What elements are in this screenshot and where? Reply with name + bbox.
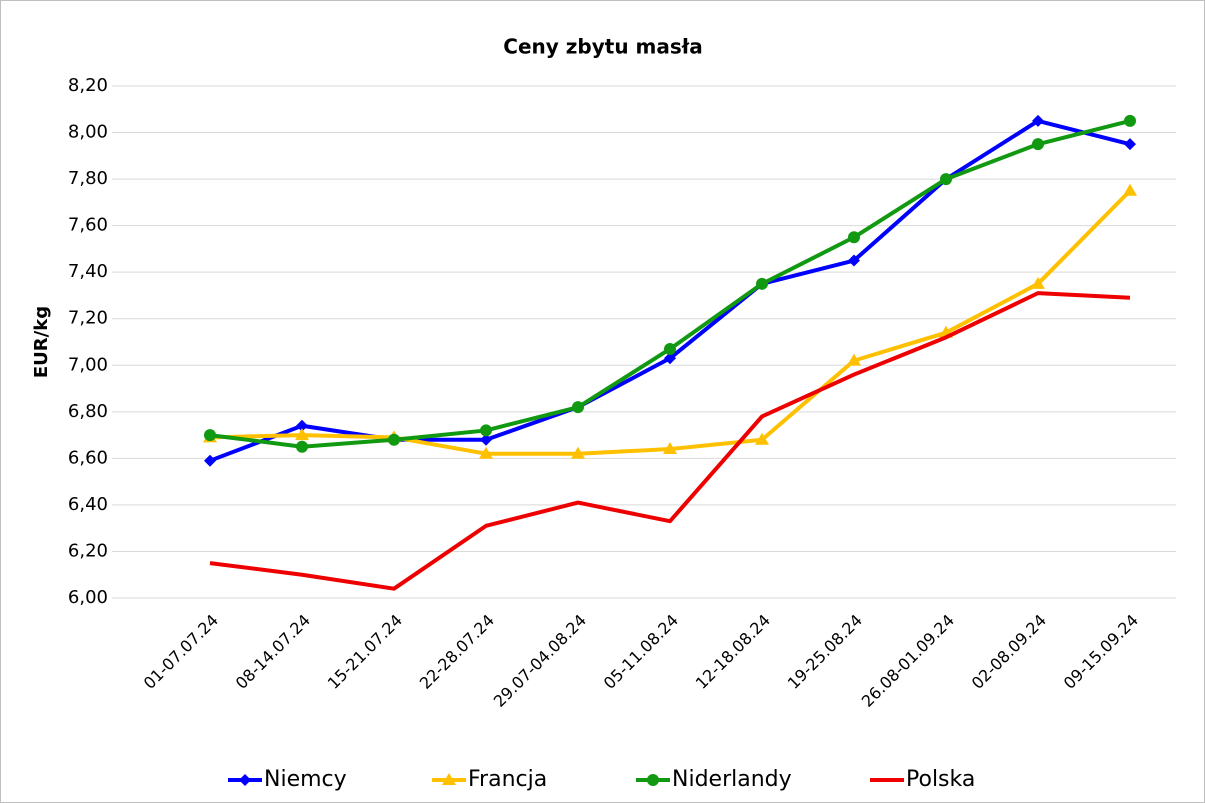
y-tick-label: 6,80 bbox=[68, 401, 108, 422]
legend-label: Francja bbox=[468, 767, 547, 792]
data-point bbox=[1123, 183, 1137, 196]
data-point bbox=[571, 446, 585, 459]
legend-marker bbox=[647, 774, 659, 786]
y-axis-label: EUR/kg bbox=[31, 306, 52, 378]
y-tick-label: 8,00 bbox=[68, 122, 108, 143]
y-tick-label: 6,00 bbox=[68, 587, 108, 608]
data-point bbox=[479, 446, 493, 459]
legend-label: Niemcy bbox=[264, 767, 347, 792]
data-point bbox=[295, 428, 309, 441]
legend-marker bbox=[442, 773, 456, 785]
y-tick-label: 6,60 bbox=[68, 447, 108, 468]
y-tick-label: 7,60 bbox=[68, 215, 108, 236]
data-point bbox=[480, 424, 492, 437]
data-point bbox=[940, 173, 952, 186]
chart-title: Ceny zbytu masła bbox=[503, 35, 702, 59]
data-point bbox=[204, 429, 216, 442]
data-point bbox=[296, 419, 308, 432]
y-tick-label: 6,40 bbox=[68, 494, 108, 515]
series-line bbox=[209, 291, 1131, 591]
data-point bbox=[572, 401, 584, 414]
data-point bbox=[388, 433, 400, 446]
data-point bbox=[204, 454, 216, 467]
data-point bbox=[1124, 114, 1136, 127]
y-tick-label: 6,20 bbox=[68, 540, 108, 561]
data-point bbox=[664, 352, 676, 365]
data-point bbox=[1124, 138, 1136, 151]
data-point bbox=[847, 353, 861, 366]
data-point bbox=[848, 231, 860, 244]
y-tick-label: 7,40 bbox=[68, 261, 108, 282]
data-point bbox=[663, 442, 677, 455]
data-point bbox=[664, 342, 676, 355]
data-point bbox=[756, 277, 768, 290]
data-point bbox=[755, 432, 769, 445]
data-point bbox=[480, 433, 492, 446]
legend-label: Polska bbox=[906, 767, 975, 792]
legend-marker bbox=[239, 774, 251, 786]
y-tick-label: 8,20 bbox=[68, 75, 108, 96]
y-tick-label: 7,80 bbox=[68, 168, 108, 189]
data-point bbox=[1031, 276, 1045, 289]
data-point bbox=[1032, 114, 1044, 127]
legend-label: Niderlandy bbox=[672, 767, 792, 792]
y-tick-label: 7,00 bbox=[68, 354, 108, 375]
data-point bbox=[1032, 138, 1044, 151]
y-tick-label: 7,20 bbox=[68, 308, 108, 329]
data-point bbox=[296, 440, 308, 453]
data-point bbox=[848, 254, 860, 267]
